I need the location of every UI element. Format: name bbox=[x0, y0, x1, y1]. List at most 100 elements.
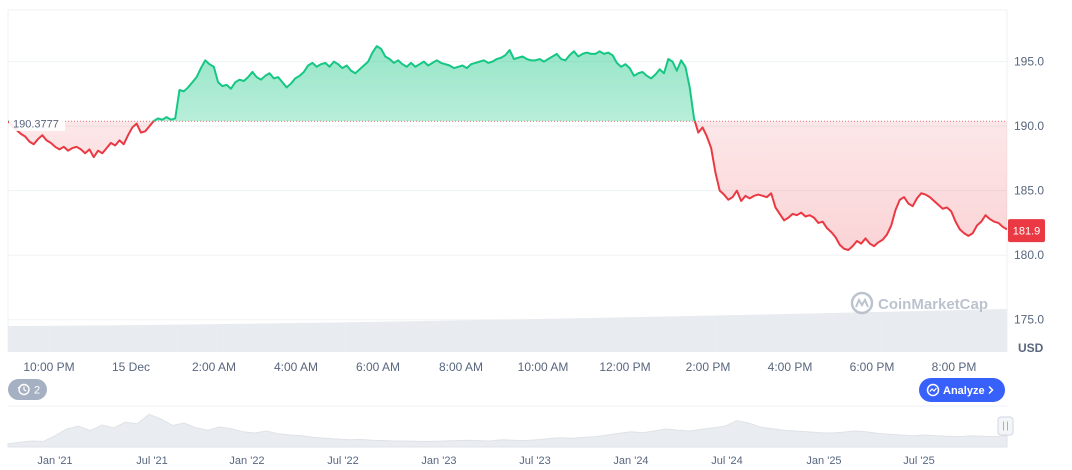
price-area-below-reference bbox=[8, 121, 1007, 251]
volume-bar bbox=[374, 321, 379, 352]
volume-bar bbox=[116, 325, 121, 352]
volume-bar bbox=[207, 324, 213, 352]
volume-bar bbox=[678, 316, 683, 352]
volume-bar bbox=[241, 323, 246, 352]
volume-bar bbox=[249, 323, 254, 352]
volume-bar bbox=[823, 313, 829, 352]
volume-bar bbox=[828, 313, 833, 352]
volume-bar bbox=[145, 324, 150, 352]
y-axis-ticks: 195.0 190.0 185.0 180.0 175.0 bbox=[1014, 55, 1044, 327]
coinmarketcap-watermark: CoinMarketCap bbox=[850, 291, 988, 315]
volume-bar bbox=[669, 316, 675, 352]
volume-bar bbox=[24, 325, 30, 352]
volume-bar bbox=[440, 320, 446, 352]
volume-bar bbox=[303, 322, 308, 352]
volume-bar bbox=[707, 315, 712, 352]
volume-bar bbox=[37, 325, 42, 352]
volume-bar bbox=[345, 322, 350, 352]
volume-bar bbox=[736, 315, 741, 352]
volume-bar bbox=[761, 314, 766, 352]
volume-bar bbox=[74, 325, 79, 352]
volume-bar bbox=[436, 320, 442, 352]
volume-bar bbox=[578, 318, 583, 352]
analyze-icon bbox=[926, 383, 940, 397]
volume-bar bbox=[840, 312, 845, 352]
volume-bar bbox=[232, 323, 238, 352]
volume-bar bbox=[927, 310, 933, 352]
volume-bar bbox=[390, 321, 396, 352]
navigator-x-ticks: Jan '21 Jul '21 Jan '22 Jul '22 Jan '23 Jul '… bbox=[37, 455, 934, 467]
volume-bar bbox=[12, 325, 17, 352]
reference-value-badge bbox=[9, 116, 65, 131]
x-tick-label: 10:00 AM bbox=[518, 360, 569, 374]
volume-bar bbox=[211, 324, 217, 352]
analyze-button[interactable]: Analyze bbox=[919, 378, 1005, 402]
volume-bar bbox=[798, 313, 804, 352]
volume-bar bbox=[149, 324, 154, 352]
volume-bar bbox=[378, 321, 383, 352]
history-button[interactable]: 2 bbox=[8, 379, 47, 400]
navigator-handle[interactable] bbox=[997, 416, 1014, 436]
volume-bar bbox=[20, 325, 25, 352]
volume-bar bbox=[923, 310, 929, 352]
volume-bar bbox=[536, 318, 541, 352]
volume-bar bbox=[932, 310, 937, 352]
volume-bar bbox=[819, 313, 825, 352]
volume-bar bbox=[124, 325, 129, 352]
volume-bar bbox=[632, 317, 637, 352]
volume-bar bbox=[586, 318, 591, 352]
volume-bar bbox=[807, 313, 812, 352]
volume-bar bbox=[852, 312, 858, 352]
volume-bar bbox=[786, 313, 791, 352]
volume-bar bbox=[128, 325, 134, 352]
volume-bar bbox=[557, 318, 562, 352]
volume-bar bbox=[195, 324, 200, 352]
volume-bar bbox=[449, 320, 454, 352]
volume-bar bbox=[153, 324, 159, 352]
volume-bar bbox=[399, 321, 404, 352]
volume-bar bbox=[107, 325, 113, 352]
volume-bar bbox=[803, 313, 808, 352]
volume-bar bbox=[549, 318, 554, 352]
volume-bar bbox=[453, 320, 458, 352]
volume-bar bbox=[511, 319, 517, 352]
volume-bar bbox=[594, 317, 600, 352]
volume-bar bbox=[261, 323, 267, 352]
volume-bar bbox=[1002, 309, 1008, 352]
volume-bar bbox=[515, 319, 521, 352]
volume-bar bbox=[748, 314, 754, 352]
volume-bar bbox=[674, 316, 679, 352]
x-tick-label: 8:00 AM bbox=[439, 360, 483, 374]
volume-bar bbox=[615, 317, 621, 352]
volume-bar bbox=[944, 310, 949, 352]
reference-value-label: 190.3777 bbox=[13, 119, 59, 131]
x-tick-label: 4:00 PM bbox=[768, 360, 813, 374]
y-axis-unit-label: USD bbox=[1018, 341, 1044, 355]
volume-bar bbox=[137, 325, 142, 352]
navigator-tick-label: Jul '25 bbox=[903, 455, 934, 467]
volume-bar bbox=[848, 312, 854, 352]
volume-bar bbox=[965, 309, 970, 352]
range-navigator[interactable]: Jan '21 Jul '21 Jan '22 Jul '22 Jan '23 Jul '… bbox=[7, 405, 1014, 467]
volume-bar bbox=[174, 324, 179, 352]
volume-bar bbox=[320, 322, 325, 352]
volume-bar bbox=[457, 320, 462, 352]
volume-bars bbox=[8, 309, 1008, 352]
y-tick-label: 195.0 bbox=[1014, 55, 1044, 69]
volume-bar bbox=[486, 319, 492, 352]
current-price-label: 181.9 bbox=[1013, 226, 1041, 238]
volume-bar bbox=[120, 325, 125, 352]
volume-bar bbox=[341, 322, 346, 352]
volume-bar bbox=[740, 314, 745, 352]
volume-bar bbox=[266, 323, 271, 352]
volume-bar bbox=[640, 316, 646, 352]
volume-bar bbox=[940, 310, 945, 352]
volume-bar bbox=[561, 318, 566, 352]
volume-bar bbox=[715, 315, 720, 352]
volume-bar bbox=[386, 321, 392, 352]
volume-bar bbox=[703, 315, 708, 352]
y-tick-label: 185.0 bbox=[1014, 184, 1044, 198]
volume-bar bbox=[191, 324, 196, 352]
volume-bar bbox=[53, 325, 59, 352]
history-count: 2 bbox=[34, 385, 40, 397]
